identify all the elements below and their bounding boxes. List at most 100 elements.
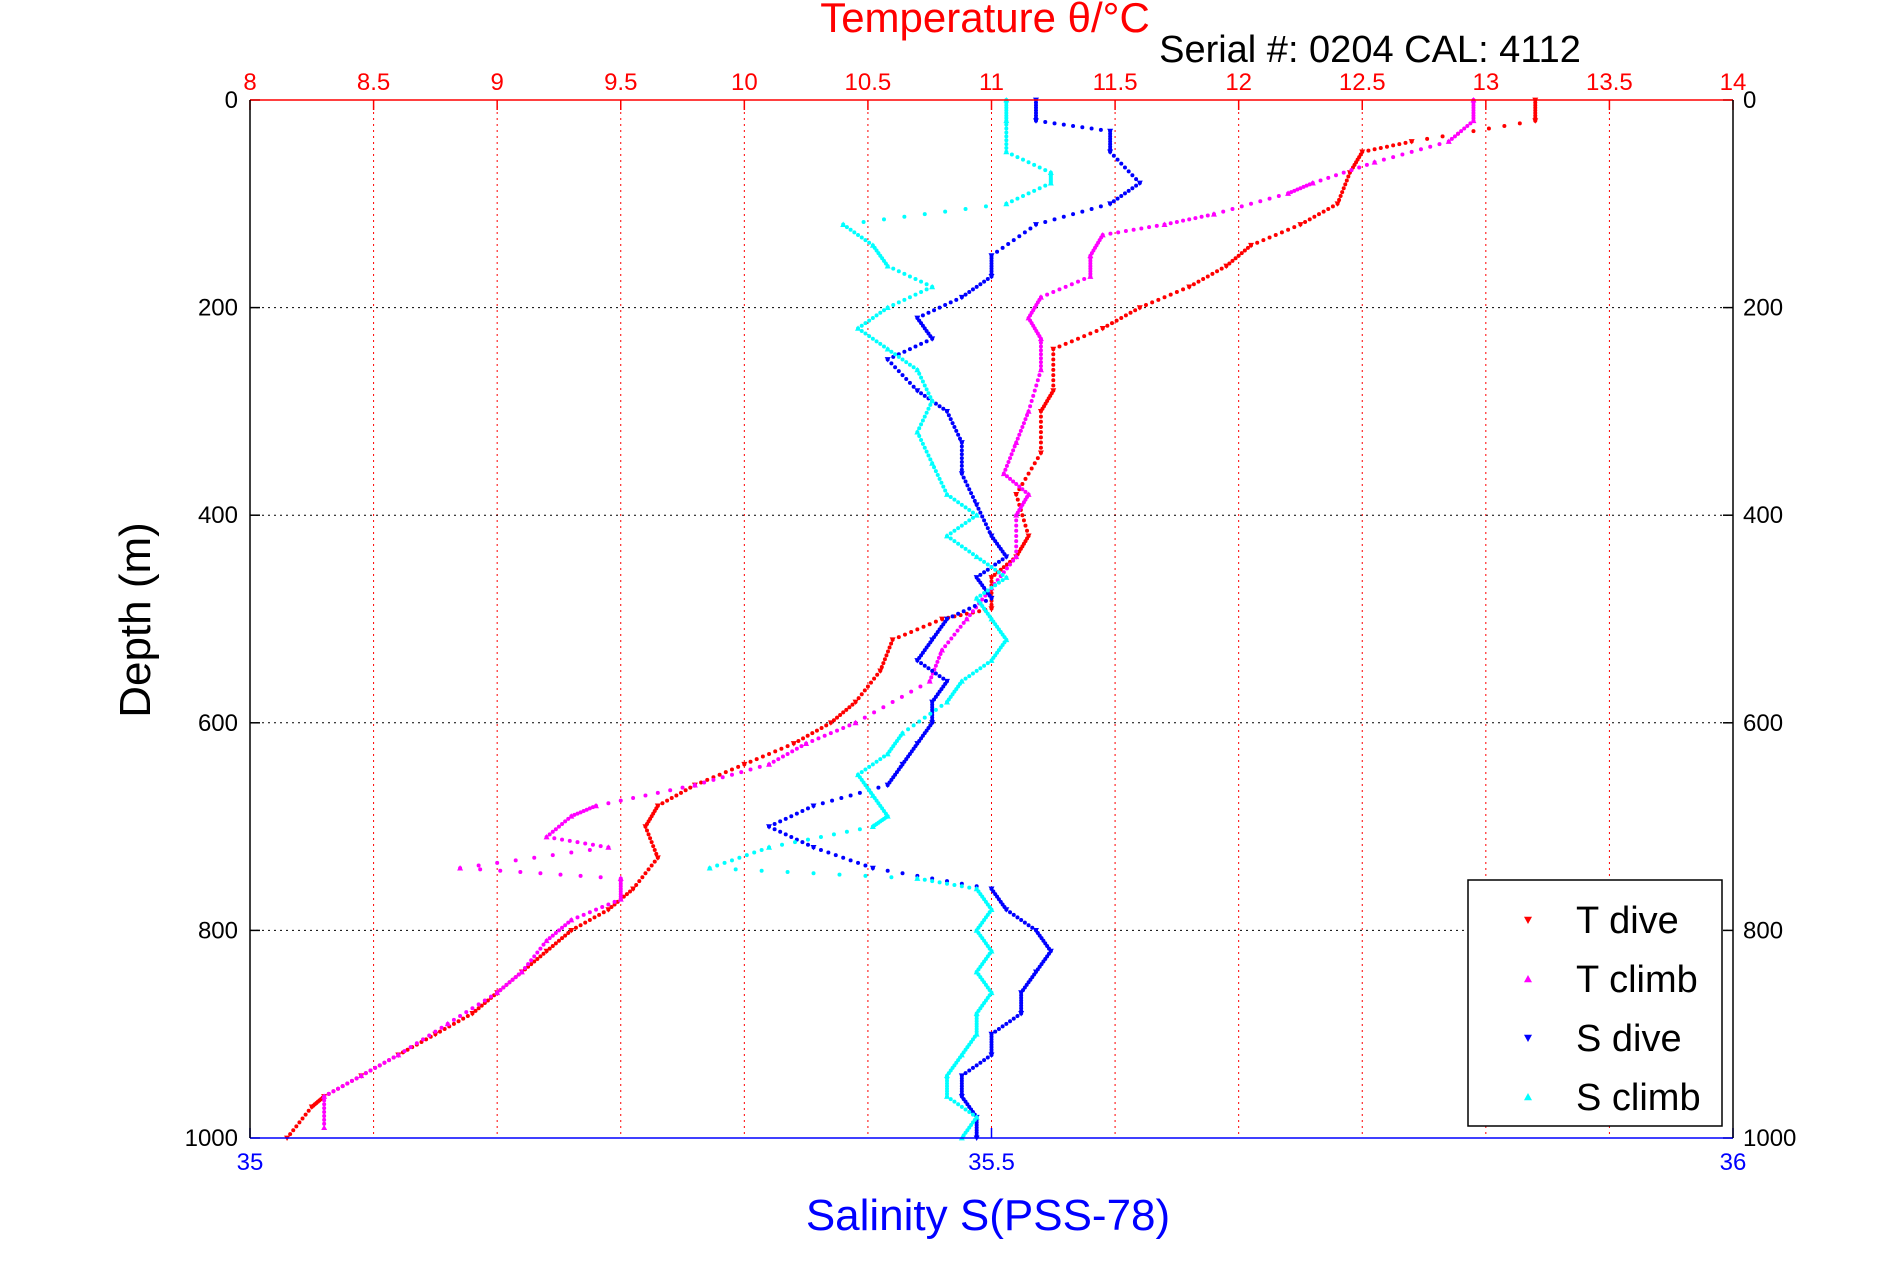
series-trail-dot (1004, 562, 1009, 567)
series-trail-dot (1126, 169, 1131, 174)
data-point (973, 968, 980, 975)
series-trail-dot (799, 744, 804, 749)
series-trail-dot (935, 472, 940, 477)
series-trail-dot (967, 1110, 972, 1115)
series-trail-dot (572, 812, 577, 817)
series-trail-dot (507, 980, 512, 985)
series-trail-dot (978, 593, 983, 598)
series-trail-dot (354, 1076, 359, 1081)
series-trail-dot (789, 814, 794, 819)
series-trail-dot (1020, 424, 1025, 429)
series-trail-dot (954, 428, 959, 433)
series-trail-dot (1014, 523, 1019, 528)
series-trail-dot (322, 1113, 327, 1118)
data-point (929, 398, 936, 404)
series-trail-dot (856, 860, 861, 865)
series-trail-dot (729, 772, 734, 777)
series-trail-dot (1038, 440, 1043, 445)
series-trail-dot (939, 703, 944, 708)
series-trail-dot (424, 1037, 429, 1042)
series-trail-dot (816, 736, 821, 741)
data-point (958, 1073, 965, 1079)
series-trail-dot (757, 764, 762, 769)
data-point (1087, 273, 1094, 279)
series-trail-dot (587, 847, 592, 852)
series-trail-dot (919, 422, 924, 427)
series-trail-dot (427, 1033, 432, 1038)
series-trail-dot (476, 863, 481, 868)
series-trail-dot (983, 598, 988, 603)
series-trail-dot (760, 754, 765, 759)
data-point (877, 668, 884, 674)
series-trail-dot (1255, 240, 1260, 245)
left-tick-label: 600 (198, 710, 238, 737)
series-trail-dot (889, 641, 894, 646)
data-point (432, 1031, 439, 1038)
series-trail-dot (733, 867, 738, 872)
series-trail-dot (881, 217, 886, 222)
series-trail-dot (893, 365, 898, 370)
series-trail-dot (1312, 214, 1317, 219)
right-tick-label: 400 (1743, 502, 1783, 529)
series-trail-dot (920, 418, 925, 423)
series-trail-dot (479, 1003, 484, 1008)
series-trail-dot (1052, 217, 1057, 222)
series-trail-dot (699, 780, 704, 785)
series-trail-dot (1307, 217, 1312, 222)
series-trail-dot (1026, 471, 1031, 476)
series-trail-dot (498, 868, 503, 873)
data-point (568, 928, 575, 934)
data-point (973, 1010, 980, 1016)
data-point (973, 553, 980, 560)
series-trail-dot (558, 872, 563, 877)
series-trail-dot (563, 933, 568, 938)
series-trail-dot (924, 282, 929, 287)
series-trail-dot (922, 663, 927, 668)
data-point (543, 948, 550, 955)
series-trail-dot (922, 414, 927, 419)
series-trail-dot (1321, 209, 1326, 214)
series-trail-dot (715, 863, 720, 868)
series-trail-dot (963, 1107, 968, 1112)
series-trail-dot (597, 912, 602, 917)
data-point (939, 647, 946, 653)
series-s-dive (766, 97, 1143, 1141)
series-trail-dot (926, 391, 931, 396)
series-trail-dot (1004, 130, 1009, 135)
data-point (884, 813, 891, 819)
series-trail-dot (978, 1060, 983, 1065)
data-point (605, 844, 612, 850)
data-point (1136, 305, 1143, 311)
series-trail-dot (909, 689, 914, 694)
series-trail-dot (1397, 142, 1402, 147)
series-trail-dot (902, 297, 907, 302)
series-trail-dot (628, 889, 633, 894)
series-trail-dot (954, 297, 959, 302)
series-trail-dot (993, 562, 998, 567)
series-trail-dot (1123, 313, 1128, 318)
series-trail-dot (408, 1045, 413, 1050)
series-trail-dot (1071, 123, 1076, 128)
series-trail-dot (959, 452, 964, 457)
data-point (605, 907, 612, 913)
series-trail-dot (550, 933, 555, 938)
data-point (958, 294, 965, 301)
series-trail-dot (711, 777, 716, 782)
series-trail-dot (1134, 183, 1139, 188)
series-trail-dot (989, 585, 994, 590)
series-trail-dot (1239, 251, 1244, 256)
data-point (988, 253, 995, 259)
series-trail-dot (993, 567, 998, 572)
data-point (884, 346, 891, 352)
top-tick-label: 12 (1225, 69, 1252, 96)
series-trail-dot (794, 746, 799, 751)
series-trail-dot (1338, 194, 1343, 199)
series-trail-dot (970, 515, 975, 520)
series-trail-dot (983, 204, 988, 209)
series-trail-dot (1341, 186, 1346, 191)
series-trail-dot (1440, 134, 1445, 139)
series-trail-dot (1139, 226, 1144, 231)
series-trail-dot (943, 488, 948, 493)
data-point (1037, 335, 1044, 342)
series-trail-dot (1038, 340, 1043, 345)
